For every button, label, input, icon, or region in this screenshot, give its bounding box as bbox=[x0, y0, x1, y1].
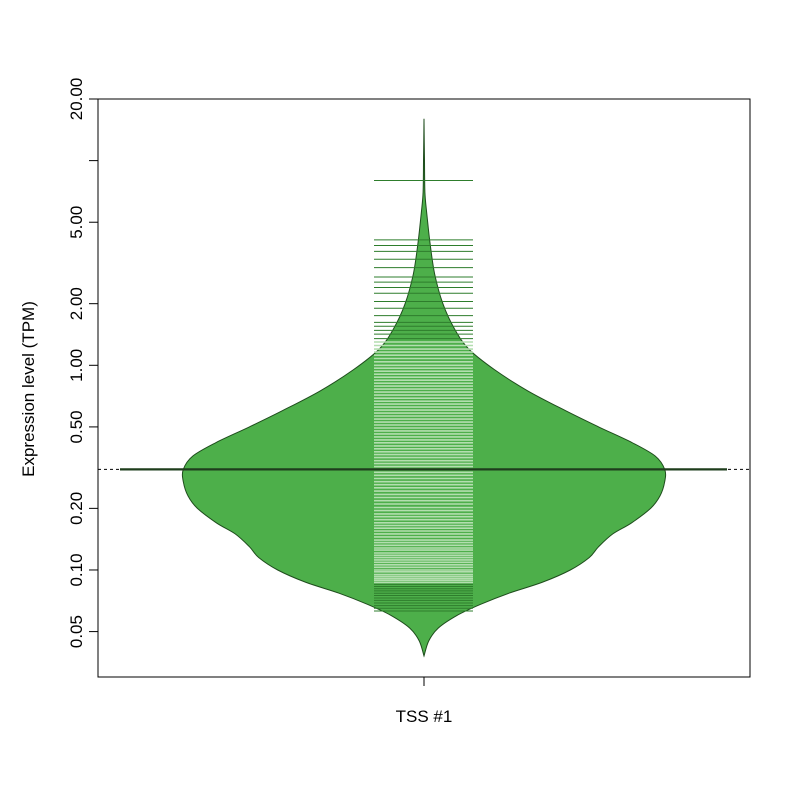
y-tick-label: 0.50 bbox=[67, 410, 86, 443]
y-tick-label: 0.10 bbox=[67, 553, 86, 586]
x-tick-label: TSS #1 bbox=[396, 707, 453, 726]
bean-density bbox=[181, 118, 667, 658]
observation-lines bbox=[374, 180, 473, 612]
y-tick-label: 5.00 bbox=[67, 206, 86, 239]
y-tick-label: 20.00 bbox=[67, 78, 86, 121]
y-tick-label: 0.20 bbox=[67, 492, 86, 525]
x-axis: TSS #1 bbox=[396, 677, 453, 726]
y-tick-label: 2.00 bbox=[67, 287, 86, 320]
bean-layer bbox=[181, 118, 667, 658]
y-tick-label: 1.00 bbox=[67, 349, 86, 382]
y-axis-title: Expression level (TPM) bbox=[19, 301, 38, 477]
y-axis: 0.05 0.10 0.20 0.50 1.00 2.00 5.00 20.00 bbox=[67, 78, 99, 648]
y-tick-label: 0.05 bbox=[67, 615, 86, 648]
